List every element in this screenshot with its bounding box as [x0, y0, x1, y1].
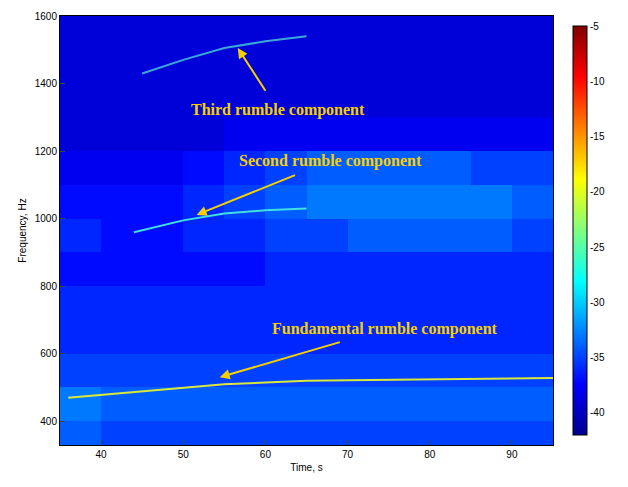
- svg-text:80: 80: [424, 449, 436, 460]
- svg-text:Second rumble component: Second rumble component: [239, 152, 422, 170]
- svg-text:Time, s: Time, s: [290, 462, 322, 473]
- svg-text:Third rumble component: Third rumble component: [191, 101, 365, 119]
- svg-text:1200: 1200: [35, 146, 58, 157]
- svg-text:-30: -30: [590, 297, 605, 308]
- svg-text:800: 800: [40, 281, 57, 292]
- svg-text:-5: -5: [590, 21, 599, 32]
- svg-text:Frequency, Hz: Frequency, Hz: [17, 198, 28, 262]
- svg-text:-40: -40: [590, 407, 605, 418]
- svg-text:40: 40: [96, 449, 108, 460]
- svg-text:50: 50: [178, 449, 190, 460]
- svg-text:Fundamental rumble component: Fundamental rumble component: [272, 320, 498, 338]
- svg-text:-20: -20: [590, 186, 605, 197]
- svg-text:400: 400: [40, 416, 57, 427]
- svg-text:-10: -10: [590, 76, 605, 87]
- svg-text:600: 600: [40, 348, 57, 359]
- svg-text:60: 60: [260, 449, 272, 460]
- svg-text:70: 70: [342, 449, 354, 460]
- svg-text:1400: 1400: [35, 78, 58, 89]
- svg-text:1600: 1600: [35, 11, 58, 22]
- svg-text:90: 90: [506, 449, 518, 460]
- svg-text:1000: 1000: [35, 213, 58, 224]
- svg-text:-15: -15: [590, 131, 605, 142]
- svg-text:-25: -25: [590, 242, 605, 253]
- svg-text:-35: -35: [590, 352, 605, 363]
